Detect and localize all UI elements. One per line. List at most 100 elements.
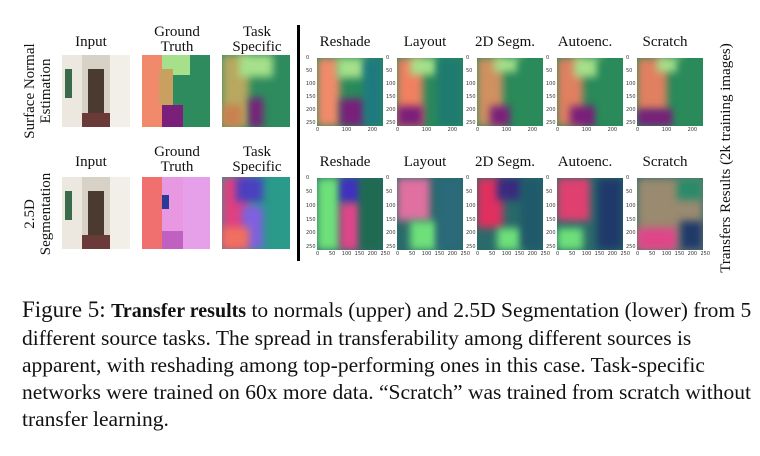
header-2d-segm-: 2D Segm. bbox=[475, 154, 535, 170]
header-input: Input bbox=[75, 154, 107, 170]
x-tick-label: 50 bbox=[328, 251, 336, 257]
x-tick-label: 150 bbox=[674, 251, 685, 257]
header-ground-truth: Ground Truth bbox=[154, 144, 200, 175]
x-tick-label: 100 bbox=[581, 127, 592, 133]
y-tick-label: 100 bbox=[626, 81, 636, 88]
x-tick-label: 100 bbox=[501, 251, 512, 257]
x-tick-label: 0 bbox=[636, 127, 640, 133]
y-tick-label: 200 bbox=[546, 107, 556, 114]
y-tick-label: 250 bbox=[546, 244, 556, 251]
y-tick-label: 200 bbox=[546, 230, 556, 237]
figure-caption: Figure 5: Transfer results to normals (u… bbox=[22, 296, 752, 433]
x-tick-label: 150 bbox=[594, 251, 605, 257]
x-tick-label: 100 bbox=[661, 251, 672, 257]
x-tick-label: 150 bbox=[354, 251, 365, 257]
y-tick-label: 0 bbox=[306, 55, 310, 61]
y-tick-label: 200 bbox=[626, 230, 636, 237]
ground-truth-seg bbox=[142, 177, 210, 249]
y-tick-label: 150 bbox=[626, 216, 636, 223]
header-layout: Layout bbox=[403, 154, 447, 170]
y-tick-label: 100 bbox=[306, 202, 316, 209]
y-tick-label: 250 bbox=[306, 244, 316, 251]
transfer-seg-reshade bbox=[317, 178, 383, 250]
y-tick-label: 50 bbox=[626, 188, 633, 195]
x-tick-label: 50 bbox=[648, 251, 656, 257]
y-tick-label: 0 bbox=[386, 55, 390, 61]
x-tick-label: 250 bbox=[460, 251, 470, 257]
y-tick-label: 50 bbox=[466, 188, 473, 195]
y-tick-label: 250 bbox=[626, 120, 636, 127]
y-tick-label: 50 bbox=[386, 188, 393, 195]
x-tick-label: 150 bbox=[434, 251, 445, 257]
y-tick-label: 50 bbox=[466, 68, 473, 75]
x-tick-label: 250 bbox=[620, 251, 630, 257]
y-tick-label: 250 bbox=[306, 120, 316, 127]
x-tick-label: 200 bbox=[447, 127, 458, 133]
x-tick-label: 0 bbox=[636, 251, 640, 257]
y-tick-label: 200 bbox=[386, 107, 396, 114]
header-ground-truth: Ground Truth bbox=[154, 24, 200, 55]
x-tick-label: 0 bbox=[556, 251, 560, 257]
row-label-surface-normal: Surface Normal Estimation bbox=[22, 43, 54, 139]
y-tick-label: 250 bbox=[386, 120, 396, 127]
y-tick-label: 250 bbox=[466, 244, 476, 251]
side-label: Transfers Results (2k training images) bbox=[718, 43, 734, 273]
header-autoenc-: Autoenc. bbox=[557, 154, 613, 170]
x-tick-label: 200 bbox=[447, 251, 458, 257]
header-input: Input bbox=[75, 34, 107, 50]
x-tick-label: 100 bbox=[661, 127, 672, 133]
row-label-segmentation: 2.5D Segmentation bbox=[22, 172, 54, 256]
y-tick-label: 150 bbox=[466, 216, 476, 223]
x-tick-label: 200 bbox=[367, 127, 378, 133]
y-tick-label: 100 bbox=[626, 202, 636, 209]
input-image-1 bbox=[62, 55, 130, 127]
y-tick-label: 0 bbox=[306, 175, 310, 181]
y-tick-label: 100 bbox=[466, 81, 476, 88]
transfer-normal-autoenc- bbox=[557, 58, 623, 126]
x-tick-label: 0 bbox=[316, 127, 320, 133]
transfer-normal-layout bbox=[397, 58, 463, 126]
header-reshade: Reshade bbox=[319, 154, 371, 170]
x-tick-label: 0 bbox=[476, 251, 480, 257]
transfer-normal-scratch bbox=[637, 58, 703, 126]
x-tick-label: 100 bbox=[421, 127, 432, 133]
x-tick-label: 50 bbox=[488, 251, 496, 257]
y-tick-label: 200 bbox=[306, 107, 316, 114]
y-tick-label: 50 bbox=[306, 68, 313, 75]
transfer-seg-layout bbox=[397, 178, 463, 250]
caption-text: to normals (upper) and 2.5D Segmentation… bbox=[22, 298, 752, 431]
x-tick-label: 150 bbox=[514, 251, 525, 257]
y-tick-label: 250 bbox=[466, 120, 476, 127]
x-tick-label: 100 bbox=[421, 251, 432, 257]
header-scratch: Scratch bbox=[642, 34, 688, 50]
y-tick-label: 100 bbox=[386, 81, 396, 88]
y-tick-label: 150 bbox=[626, 94, 636, 101]
y-tick-label: 250 bbox=[626, 244, 636, 251]
y-tick-label: 0 bbox=[626, 55, 630, 61]
header-autoenc-: Autoenc. bbox=[557, 34, 613, 50]
y-tick-label: 50 bbox=[546, 68, 553, 75]
x-tick-label: 100 bbox=[501, 127, 512, 133]
caption-label: Figure 5: bbox=[22, 297, 106, 322]
ground-truth-normal bbox=[142, 55, 210, 127]
y-tick-label: 0 bbox=[466, 175, 470, 181]
y-tick-label: 50 bbox=[546, 188, 553, 195]
transfer-normal-2d-segm- bbox=[477, 58, 543, 126]
x-tick-label: 250 bbox=[380, 251, 390, 257]
x-tick-label: 0 bbox=[396, 251, 400, 257]
x-tick-label: 200 bbox=[607, 251, 618, 257]
x-tick-label: 200 bbox=[527, 251, 538, 257]
task-specific-seg bbox=[222, 177, 290, 249]
y-tick-label: 100 bbox=[466, 202, 476, 209]
x-tick-label: 200 bbox=[527, 127, 538, 133]
y-tick-label: 0 bbox=[546, 175, 550, 181]
y-tick-label: 150 bbox=[546, 216, 556, 223]
x-tick-label: 50 bbox=[568, 251, 576, 257]
y-tick-label: 200 bbox=[306, 230, 316, 237]
y-tick-label: 200 bbox=[626, 107, 636, 114]
y-tick-label: 0 bbox=[386, 175, 390, 181]
header-scratch: Scratch bbox=[642, 154, 688, 170]
x-tick-label: 200 bbox=[687, 251, 698, 257]
y-tick-label: 150 bbox=[306, 94, 316, 101]
